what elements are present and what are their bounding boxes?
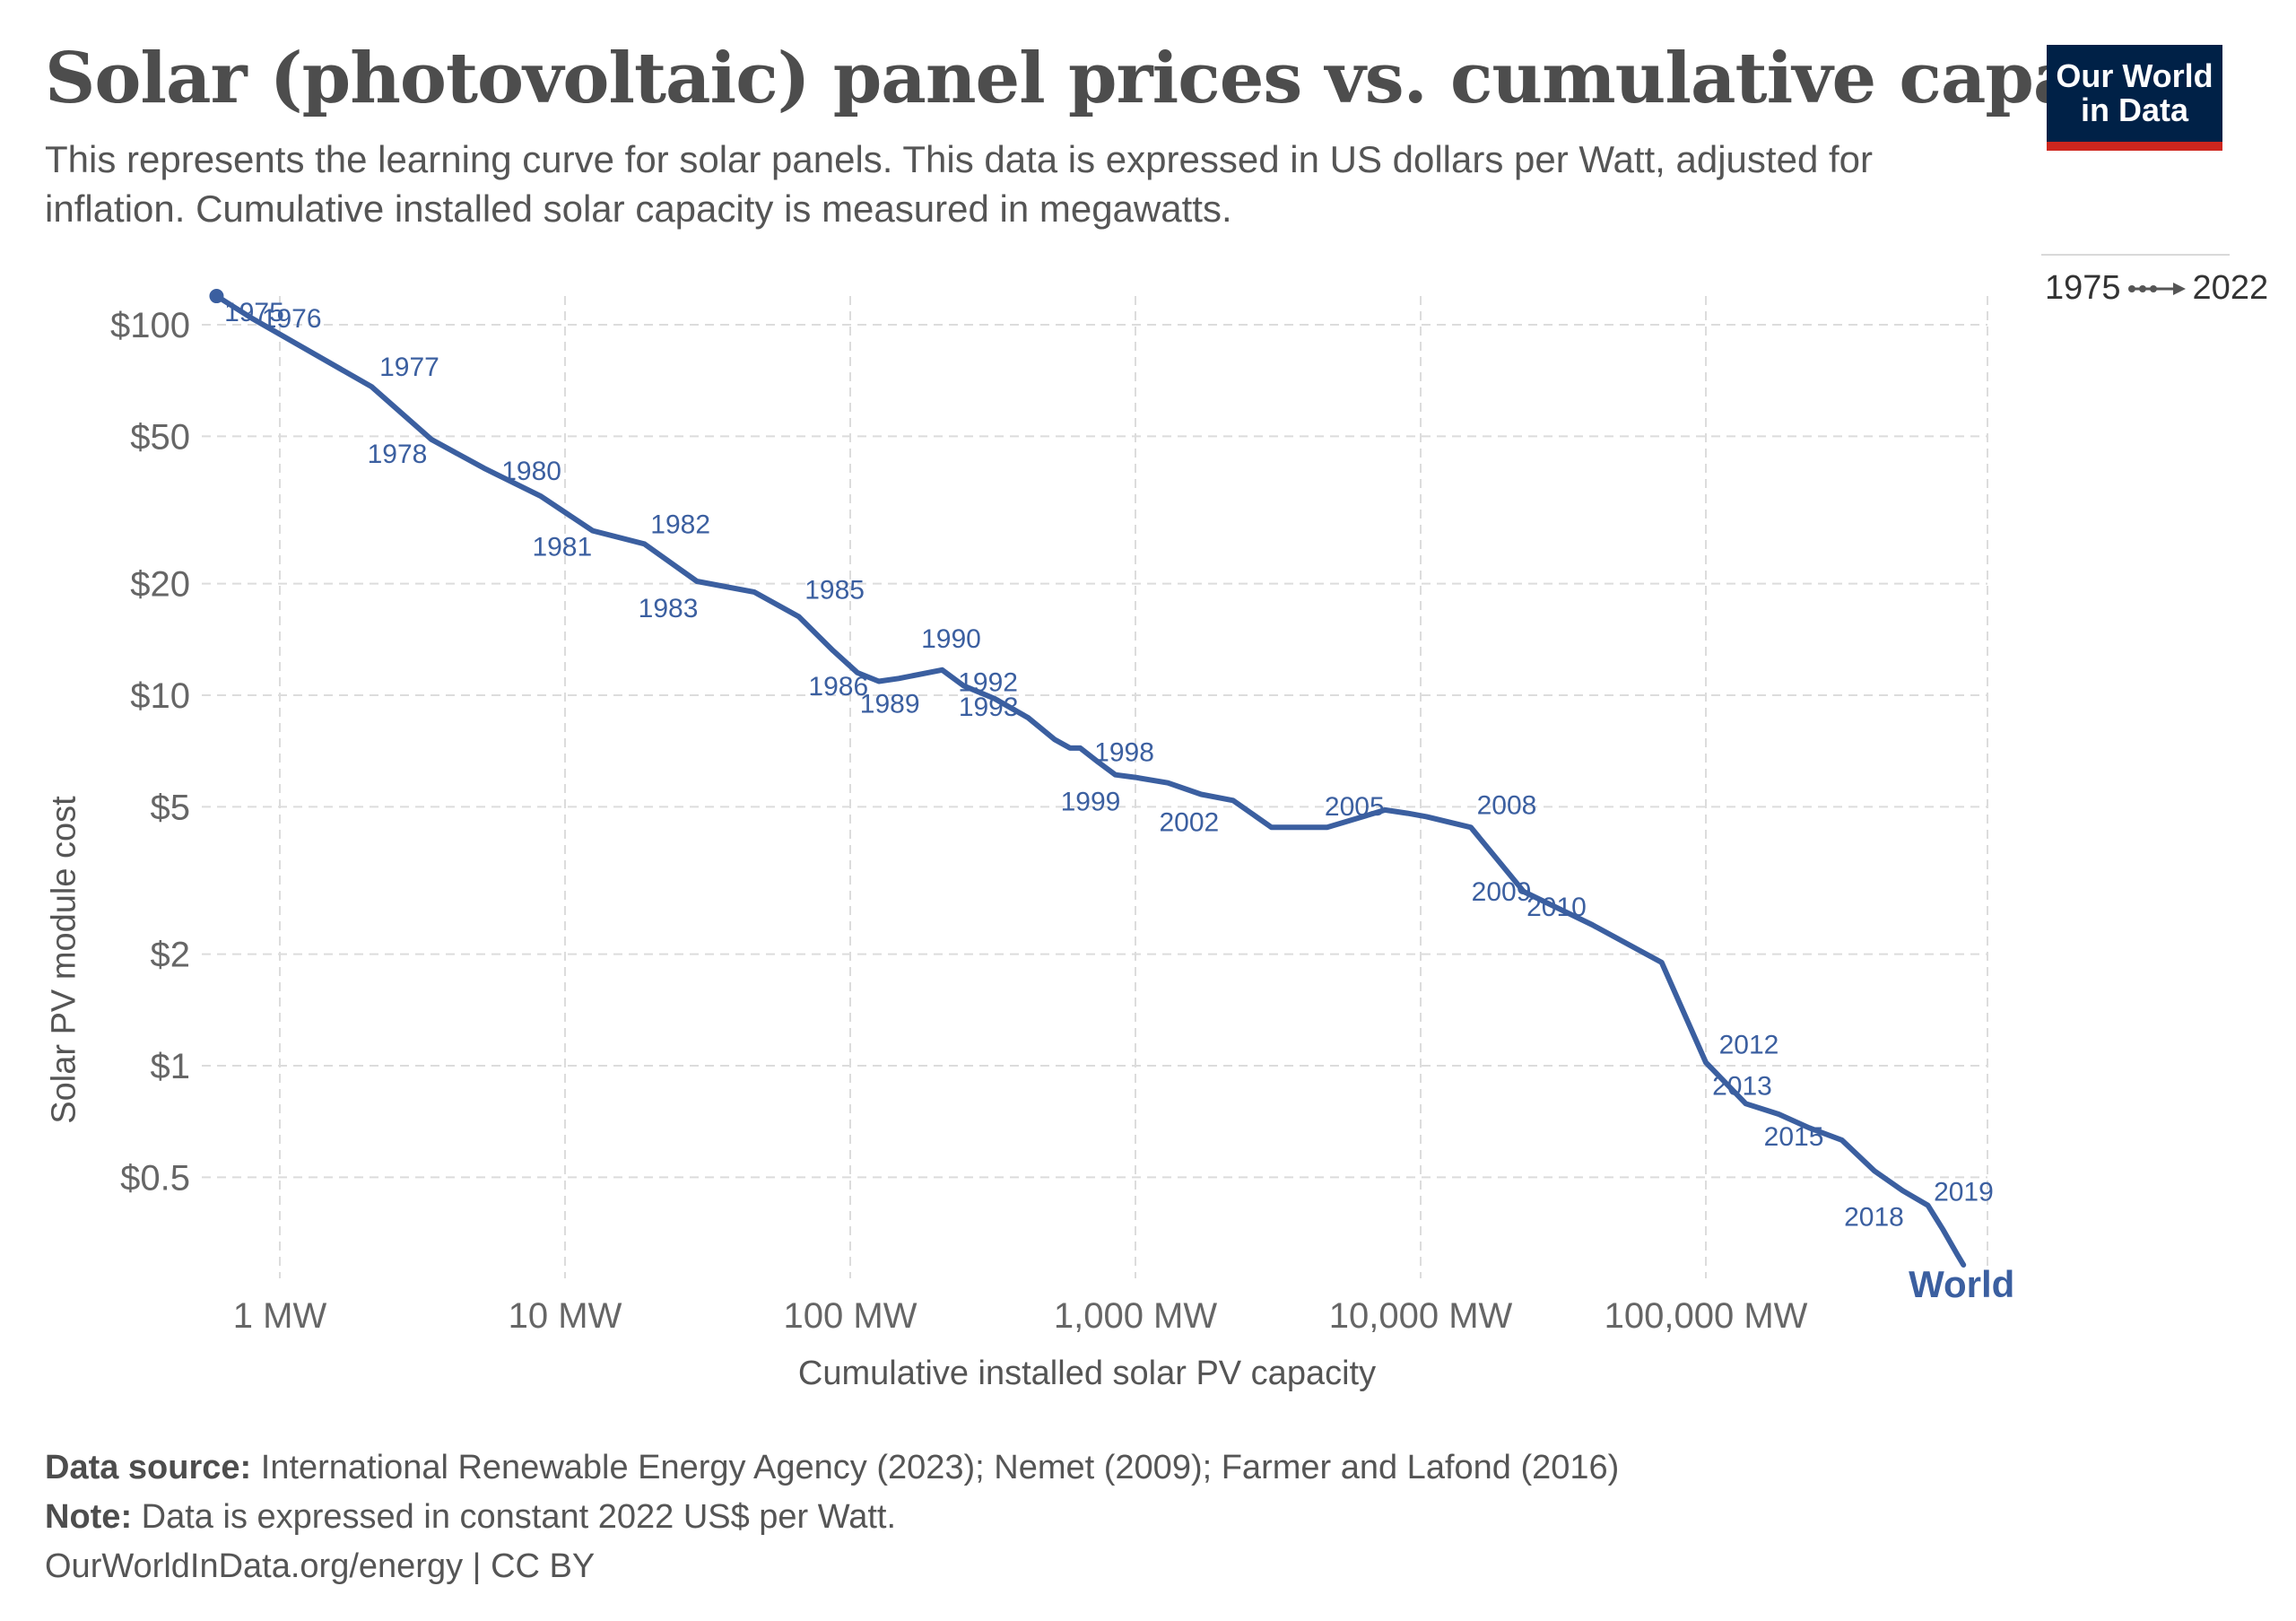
year-label: 1989 — [860, 689, 920, 719]
license-text: | CC BY — [472, 1547, 596, 1585]
y-tick-label: $10 — [130, 676, 190, 716]
series-start-point — [209, 289, 224, 304]
x-tick-label: 1 MW — [233, 1296, 327, 1336]
legend-divider — [2041, 254, 2230, 256]
y-tick-label: $5 — [151, 788, 191, 827]
y-tick-label: $0.5 — [120, 1158, 190, 1198]
source-url-link[interactable]: OurWorldInData.org/energy — [45, 1547, 464, 1585]
year-label: 1981 — [532, 533, 592, 562]
series-line-world — [213, 293, 1967, 1268]
year-label: 1975 — [224, 298, 284, 327]
x-tick-label: 10,000 MW — [1329, 1296, 1513, 1336]
logo-line-2: in Data — [2080, 92, 2189, 128]
y-tick-label: $1 — [151, 1047, 191, 1086]
note-text: Data is expressed in constant 2022 US$ p… — [141, 1498, 897, 1536]
year-label: 1992 — [958, 668, 1018, 698]
series-label-world: World — [1909, 1263, 2014, 1305]
year-label: 2010 — [1526, 893, 1587, 922]
timeline-arrow-icon — [2127, 282, 2186, 295]
year-label: 2002 — [1160, 807, 1220, 837]
year-label: 2008 — [1477, 790, 1537, 820]
chart-attribution: OurWorldInData.org/energy | CC BY — [45, 1547, 595, 1586]
data-source-label: Data source: — [45, 1449, 252, 1486]
x-axis-title: Cumulative installed solar PV capacity — [797, 1355, 1377, 1392]
y-tick-label: $50 — [130, 417, 190, 457]
timeline-start: 1975 — [2045, 269, 2121, 307]
timeline-end: 2022 — [2192, 269, 2269, 307]
year-label: 1993 — [959, 693, 1019, 722]
data-source: Data source: International Renewable Ene… — [45, 1449, 1619, 1487]
chart-subtitle: This represents the learning curve for s… — [45, 138, 1873, 230]
year-label: 1983 — [639, 594, 699, 623]
y-tick-label: $100 — [110, 306, 190, 345]
year-label: 2012 — [1719, 1030, 1779, 1059]
year-label: 2005 — [1325, 792, 1385, 822]
year-label: 2013 — [1712, 1071, 1772, 1101]
year-label: 2015 — [1764, 1122, 1824, 1152]
x-tick-label: 100 MW — [784, 1296, 918, 1336]
year-label: 1978 — [368, 440, 428, 469]
note-label: Note: — [45, 1498, 133, 1536]
owid-logo[interactable]: Our World in Data — [2047, 45, 2222, 151]
year-label: 1990 — [921, 624, 981, 654]
data-source-text: International Renewable Energy Agency (2… — [260, 1449, 1620, 1486]
year-label: 2009 — [1472, 877, 1532, 907]
year-label: 1976 — [262, 304, 322, 334]
year-label: 1977 — [379, 353, 439, 382]
y-tick-label: $20 — [130, 565, 190, 605]
x-tick-label: 100,000 MW — [1605, 1296, 1808, 1336]
logo-line-1: Our World — [2056, 57, 2213, 94]
year-label: 2019 — [1934, 1178, 1994, 1207]
year-label: 1985 — [804, 575, 865, 605]
year-label: 1980 — [501, 457, 561, 486]
y-axis-title: Solar PV module cost — [45, 796, 83, 1124]
year-label: 2018 — [1844, 1202, 1904, 1232]
chart-title: Solar (photovoltaic) panel prices vs. cu… — [45, 38, 2217, 119]
year-label: 1986 — [808, 672, 868, 702]
year-label: 1999 — [1061, 788, 1121, 817]
chart-note: Note: Data is expressed in constant 2022… — [45, 1498, 896, 1537]
x-tick-label: 10 MW — [509, 1296, 622, 1336]
year-label: 1998 — [1094, 738, 1154, 768]
timeline-legend[interactable]: 1975 2022 — [2045, 269, 2268, 308]
year-label: 1982 — [650, 510, 710, 539]
y-tick-label: $2 — [151, 936, 191, 975]
x-tick-label: 1,000 MW — [1054, 1296, 1218, 1336]
